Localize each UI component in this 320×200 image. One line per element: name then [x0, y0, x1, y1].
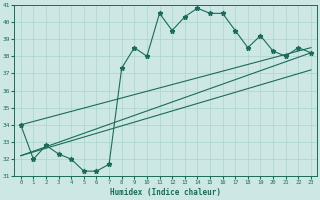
X-axis label: Humidex (Indice chaleur): Humidex (Indice chaleur) [110, 188, 221, 197]
